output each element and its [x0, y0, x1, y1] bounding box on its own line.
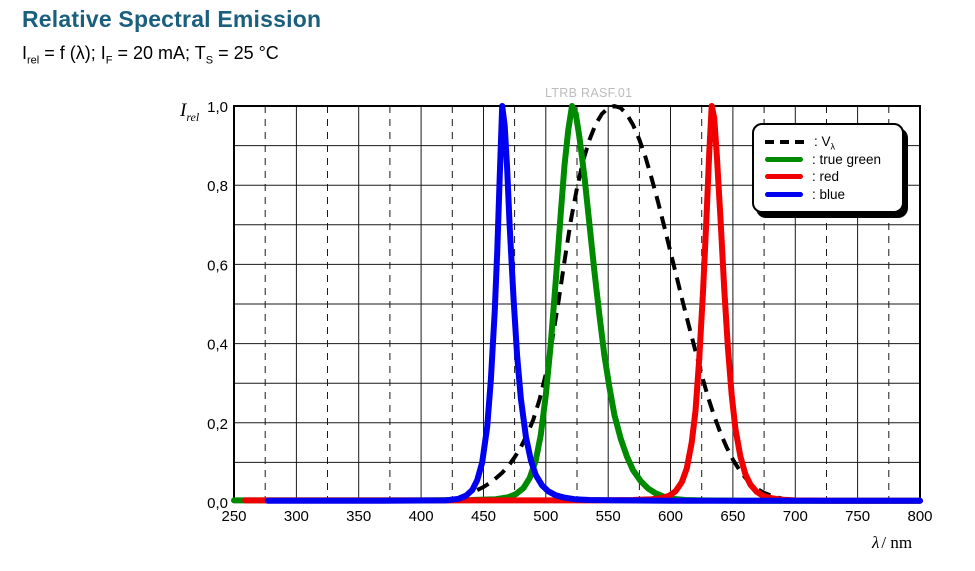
x-axis-label-lambda: λ: [872, 533, 880, 552]
page-title: Relative Spectral Emission: [22, 6, 322, 32]
curve-true-green: [231, 103, 923, 504]
x-tick-label: 500: [533, 508, 558, 525]
conditions-sub: rel: [27, 54, 40, 67]
conditions-part: = f (λ); I: [39, 43, 106, 63]
legend-item-label: : blue: [812, 186, 846, 202]
red-line-swatch: [765, 174, 803, 180]
x-tick-label: 450: [471, 508, 496, 525]
y-axis-label: Irel: [180, 100, 200, 124]
conditions-part: I: [22, 43, 28, 63]
y-tick-label: 0,0: [207, 495, 228, 512]
y-tick-label: 0,8: [207, 178, 228, 195]
x-tick-label: 750: [845, 508, 870, 525]
legend-item-v-lambda: : Vλ: [765, 133, 894, 152]
legend-item-label: : Vλ: [814, 134, 836, 152]
y-axis-label-base: I: [180, 100, 187, 121]
curve-v-lambda: [476, 104, 821, 504]
y-tick-label: 0,4: [207, 337, 228, 354]
conditions-part: = 20 mA; T: [112, 43, 206, 63]
y-axis-label-sub: rel: [186, 109, 200, 124]
conditions-sub: S: [205, 54, 214, 67]
conditions-sub: F: [105, 54, 113, 67]
legend-item-blue: : blue: [765, 186, 894, 203]
v-lambda-line-swatch: [765, 139, 805, 144]
y-tick-label: 1,0: [207, 99, 228, 116]
x-tick-label: 600: [658, 508, 683, 525]
x-tick-label: 350: [346, 508, 371, 525]
chart-conditions: Irel = f (λ); IF = 20 mA; TS = 25 °C: [22, 43, 279, 67]
y-tick-label: 0,6: [207, 257, 228, 274]
x-tick-label: 700: [783, 508, 808, 525]
x-tick-label: 400: [409, 508, 434, 525]
legend-item-label: : true green: [812, 151, 882, 167]
conditions-part: = 25 °C: [213, 43, 279, 63]
x-tick-label: 250: [221, 508, 246, 525]
x-tick-label: 650: [720, 508, 745, 525]
x-tick-label: 550: [596, 508, 621, 525]
x-tick-label: 800: [907, 508, 932, 525]
legend: : Vλ: true green : red: blue: [752, 123, 904, 213]
chart-watermark: LTRB RASF.01: [545, 86, 633, 100]
blue-line-swatch: [765, 191, 803, 197]
true-green-line-swatch: [765, 156, 803, 162]
curve-blue: [264, 103, 923, 504]
legend-item-red: : red: [765, 168, 894, 185]
y-tick-label: 0,2: [207, 416, 228, 433]
x-axis-label: λ / nm: [872, 533, 912, 553]
x-tick-label: 300: [284, 508, 309, 525]
legend-item-label: : red: [812, 169, 840, 185]
x-axis-label-unit: / nm: [881, 533, 913, 552]
legend-item-true-green: : true green: [765, 151, 894, 168]
